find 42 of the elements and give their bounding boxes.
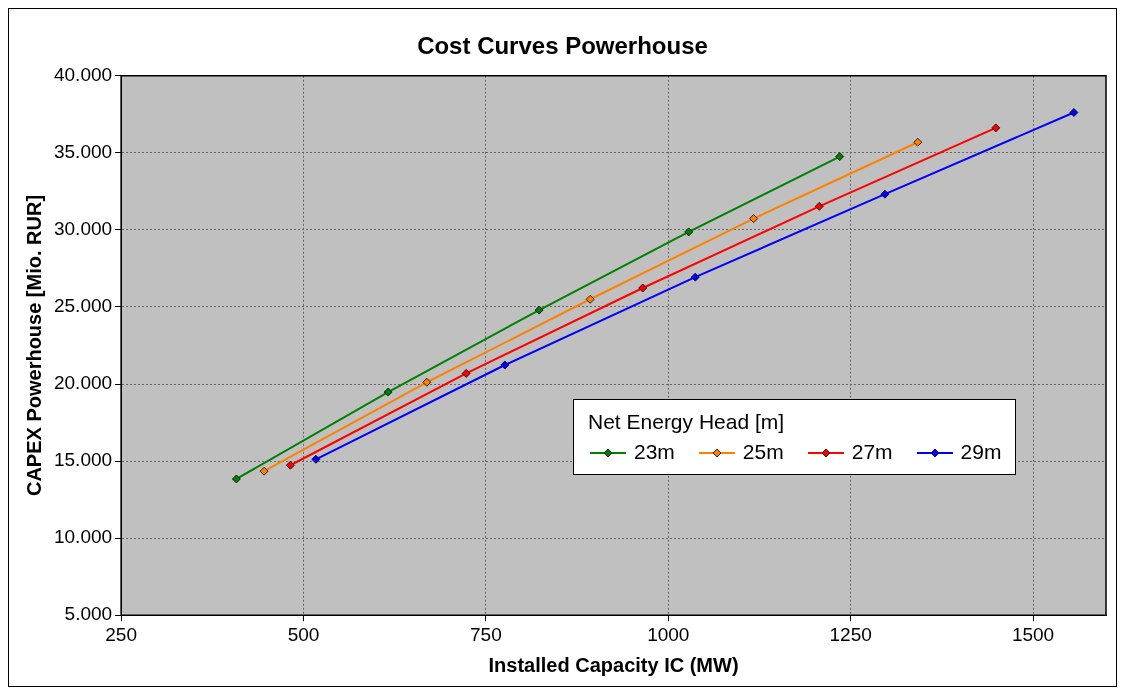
point (500, 360, 510, 370)
x-tick-label: 1500 (1011, 623, 1055, 645)
point (913, 137, 923, 147)
legend-label: 23m (634, 440, 675, 463)
point (422, 377, 432, 387)
x-tick-label: 1000 (647, 623, 690, 645)
y-tick-label: 40.000 (53, 64, 113, 86)
point (880, 189, 890, 199)
legend-label: 25m (742, 440, 784, 463)
x-tick-label: 1250 (829, 623, 872, 645)
point (311, 454, 321, 464)
legend-label: 29m (960, 440, 1002, 463)
point (814, 201, 824, 211)
point (461, 369, 471, 378)
point (231, 474, 241, 484)
point (749, 214, 759, 223)
chart-title: Cost Curves Powerhouse (417, 32, 708, 60)
legend-label: 27m (851, 440, 893, 463)
point (285, 460, 295, 470)
x-tick-label: 250 (105, 623, 137, 645)
point (835, 152, 845, 161)
point (259, 466, 269, 476)
x-axis-title: Installed Capacity IC (MW) (488, 653, 739, 676)
x-tick-label: 750 (470, 623, 502, 645)
y-tick-label: 25.000 (53, 295, 113, 317)
y-tick-label: 5.000 (64, 603, 113, 625)
point (585, 294, 595, 304)
point (534, 305, 544, 315)
y-tick-label: 10.000 (53, 526, 113, 548)
y-tick-label: 35.000 (53, 141, 113, 163)
point (991, 123, 1001, 133)
point (690, 272, 700, 282)
x-tick-label: 500 (287, 623, 320, 645)
y-tick-label: 15.000 (53, 449, 113, 471)
point (684, 227, 694, 237)
y-tick-label: 30.000 (53, 218, 113, 240)
y-axis-title: CAPEX Powerhouse [Mio. RUR] (22, 194, 45, 497)
legend-title: Net Energy Head [m] (588, 410, 786, 434)
point (1069, 108, 1079, 117)
point (638, 283, 648, 293)
y-tick-label: 20.000 (53, 372, 113, 394)
point (383, 387, 393, 397)
